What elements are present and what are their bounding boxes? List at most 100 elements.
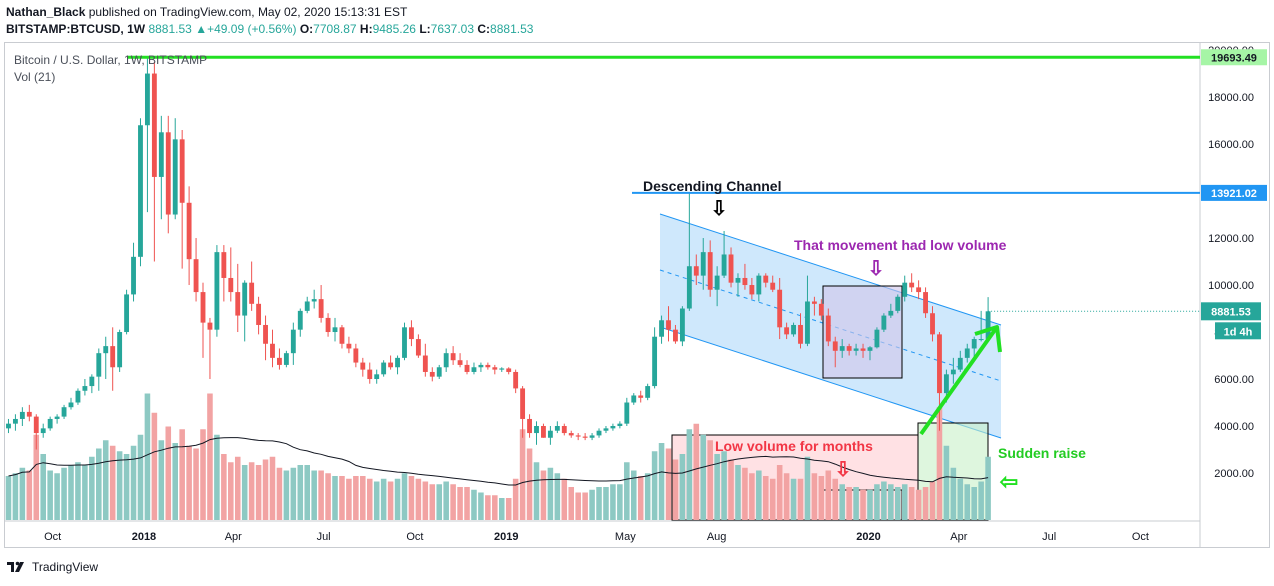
candle-body[interactable] — [728, 254, 734, 283]
candle-body[interactable] — [624, 402, 630, 424]
candle-body[interactable] — [270, 343, 275, 358]
candle-body[interactable] — [909, 282, 915, 288]
candle-body[interactable] — [534, 426, 539, 434]
candle-body[interactable] — [179, 139, 185, 203]
candle-body[interactable] — [547, 430, 553, 438]
candle-body[interactable] — [673, 329, 678, 342]
candle-body[interactable] — [860, 348, 866, 351]
candle-body[interactable] — [902, 282, 908, 297]
candle-body[interactable] — [825, 315, 831, 342]
candle-body[interactable] — [464, 364, 470, 372]
candle-body[interactable] — [186, 202, 192, 260]
candle-body[interactable] — [798, 324, 803, 344]
candle-body[interactable] — [311, 299, 317, 302]
candle-body[interactable] — [645, 386, 651, 398]
candle-body[interactable] — [957, 357, 963, 370]
candle-body[interactable] — [832, 341, 838, 351]
candle-body[interactable] — [520, 388, 526, 419]
candle-body[interactable] — [950, 369, 956, 375]
candle-body[interactable] — [888, 310, 894, 316]
candle-body[interactable] — [749, 285, 755, 295]
candle-body[interactable] — [575, 435, 581, 437]
candle-body[interactable] — [791, 324, 796, 335]
candle-body[interactable] — [811, 301, 817, 304]
candle-body[interactable] — [756, 275, 762, 295]
candle-body[interactable] — [784, 327, 790, 335]
candle-body[interactable] — [228, 277, 234, 293]
candle-body[interactable] — [450, 353, 456, 361]
channel-top-line[interactable] — [659, 213, 1002, 326]
author-name[interactable]: Nathan_Black — [6, 5, 86, 19]
candle-body[interactable] — [374, 374, 380, 380]
chart-frame[interactable] — [4, 42, 1270, 548]
candle-body[interactable] — [721, 254, 727, 276]
candle-body[interactable] — [40, 428, 46, 434]
candle-body[interactable] — [527, 418, 532, 434]
trend-arrow-line[interactable] — [919, 325, 999, 436]
candle-body[interactable] — [985, 311, 991, 339]
candle-body[interactable] — [638, 395, 644, 398]
candle-body[interactable] — [297, 310, 303, 330]
candle-body[interactable] — [235, 292, 241, 316]
candle-body[interactable] — [916, 287, 922, 293]
candle-body[interactable] — [485, 364, 491, 368]
candle-body[interactable] — [513, 371, 519, 389]
legend-volume[interactable]: Vol (21) — [14, 70, 56, 84]
candle-body[interactable] — [589, 435, 595, 438]
candle-body[interactable] — [457, 360, 463, 365]
candle-body[interactable] — [277, 357, 282, 365]
channel-bottom-line[interactable] — [659, 326, 1002, 439]
candle-body[interactable] — [249, 282, 255, 304]
tradingview-logo[interactable]: TradingView — [6, 560, 98, 574]
candle-body[interactable] — [839, 346, 845, 351]
candle-body[interactable] — [895, 296, 901, 311]
candle-body[interactable] — [388, 362, 394, 368]
legend-title[interactable]: Bitcoin / U.S. Dollar, 1W, BITSTAMP — [14, 53, 208, 67]
candle-body[interactable] — [471, 367, 477, 372]
candle-body[interactable] — [666, 320, 671, 330]
candle-body[interactable] — [436, 367, 442, 377]
candle-body[interactable] — [770, 282, 776, 290]
candle-body[interactable] — [117, 332, 123, 368]
candle-body[interactable] — [33, 416, 39, 434]
candle-body[interactable] — [617, 423, 623, 427]
candle-body[interactable] — [89, 376, 95, 387]
candle-body[interactable] — [943, 374, 949, 394]
candle-body[interactable] — [221, 252, 227, 278]
candle-body[interactable] — [12, 418, 18, 424]
candle-body[interactable] — [165, 132, 171, 215]
candle-body[interactable] — [200, 292, 206, 323]
candle-body[interactable] — [124, 294, 130, 333]
candle-body[interactable] — [700, 252, 706, 276]
candle-body[interactable] — [395, 357, 400, 368]
candle-body[interactable] — [402, 327, 407, 358]
candle-body[interactable] — [131, 256, 136, 295]
candle-body[interactable] — [82, 386, 88, 391]
candle-body[interactable] — [478, 364, 484, 368]
candle-body[interactable] — [805, 301, 810, 344]
candle-body[interactable] — [631, 395, 637, 403]
candle-body[interactable] — [304, 301, 310, 311]
candle-body[interactable] — [443, 353, 449, 368]
candle-body[interactable] — [409, 327, 414, 340]
candle-body[interactable] — [818, 303, 824, 316]
candle-body[interactable] — [68, 402, 74, 408]
candle-body[interactable] — [214, 252, 220, 330]
candle-body[interactable] — [360, 362, 366, 370]
candle-body[interactable] — [353, 348, 359, 363]
candle-body[interactable] — [499, 368, 505, 370]
candle-body[interactable] — [367, 369, 373, 380]
candle-body[interactable] — [853, 348, 859, 351]
candle-body[interactable] — [61, 407, 67, 417]
candle-body[interactable] — [138, 125, 143, 257]
candle-body[interactable] — [582, 436, 588, 438]
candle-body[interactable] — [923, 292, 928, 314]
candle-body[interactable] — [679, 308, 685, 342]
candle-body[interactable] — [339, 327, 345, 344]
candle-body[interactable] — [686, 266, 692, 309]
candle-body[interactable] — [867, 347, 873, 351]
candle-body[interactable] — [346, 343, 352, 349]
candle-body[interactable] — [707, 252, 713, 290]
candle-body[interactable] — [554, 426, 560, 431]
